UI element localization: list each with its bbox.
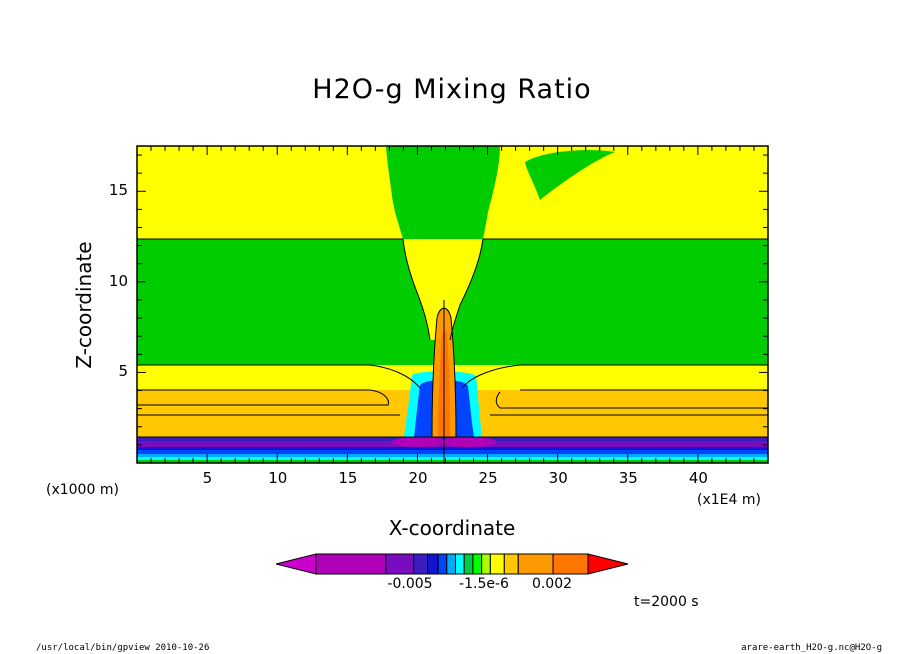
colorbar-label-mid: -1.5e-6 [459,576,509,592]
x-tick-label: 30 [548,469,568,487]
x-tick-label: 25 [478,469,498,487]
x-tick-label: 35 [618,469,638,487]
band-sky [137,454,768,457]
colorbar [275,553,629,575]
band-cyan [137,457,768,460]
region-plume-yellow [403,239,483,340]
region-upper-green-plume [386,146,500,239]
colorbar-arrow-max [587,553,629,575]
colorbar-segment [503,553,519,575]
y-tick-label: 15 [108,181,128,200]
footer-right: arare-earth_H2O-g.nc@H2O-g [741,643,882,653]
colorbar-segment [517,553,554,575]
band-green [137,460,768,463]
colorbar-segment [481,553,491,575]
x-tick-label: 20 [408,469,428,487]
colorbar-label-min: -0.005 [387,576,433,592]
footer-left: /usr/local/bin/gpview 2010-10-26 [36,643,210,653]
colorbar-segment [454,553,465,575]
x-tick-label: 15 [338,469,358,487]
y-tick-label: 5 [118,362,128,381]
colorbar-segment [437,553,448,575]
colorbar-arrow-min [275,553,317,575]
colorbar-segment [552,553,589,575]
colorbar-segment [385,553,415,575]
region-gold-right [496,390,768,408]
colorbar-segment [446,553,456,575]
plot-frame [136,145,769,464]
band-blue [137,450,768,454]
x-tick-label: 10 [268,469,288,487]
colorbar-segment [413,553,429,575]
colorbar-segment [315,553,387,575]
y-axis-label: Z-coordinate [72,241,96,369]
contour-lines [137,238,768,463]
y-axis-unit: (x1000 m) [46,482,119,498]
contour-fill [137,146,768,463]
x-axis-label: X-coordinate [388,516,516,540]
lobe-right [440,437,496,447]
axis-ticks [136,146,769,464]
colorbar-label-max: 0.002 [531,576,573,592]
x-tick-label: 40 [688,469,708,487]
colorbar-segment [489,553,505,575]
lobe-left [392,437,448,447]
region-gold-left [137,390,389,405]
y-tick-label: 10 [108,271,128,290]
colorbar-segment [427,553,439,575]
x-axis-unit: (x1E4 m) [697,492,761,508]
region-upper-green-cloud [525,150,615,200]
x-tick-label: 5 [202,469,213,487]
time-label: t=2000 s [634,594,699,610]
colorbar-segment [472,553,483,575]
colorbar-segment [463,553,474,575]
chart-title: H2O-g Mixing Ratio [312,74,592,105]
band-blue-dark [137,447,768,450]
